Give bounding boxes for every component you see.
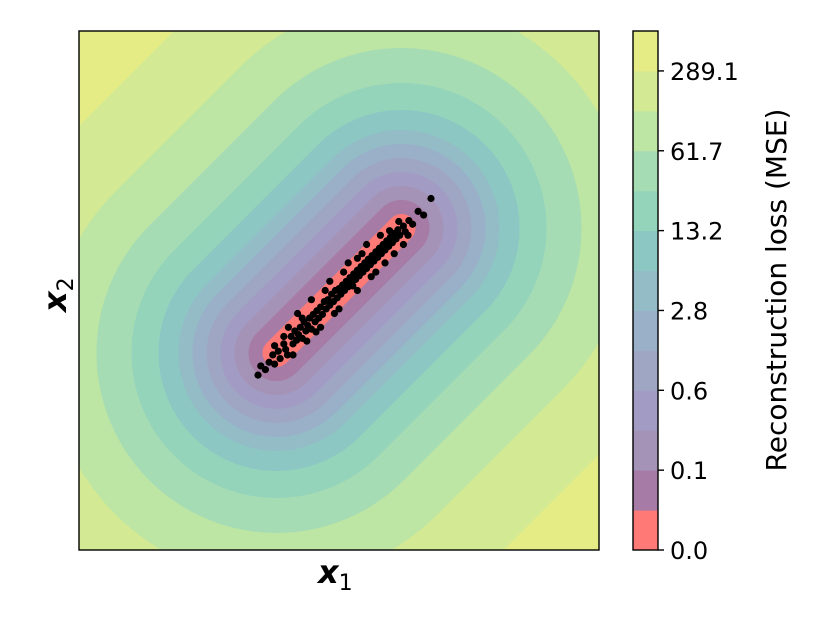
scatter-point <box>372 268 380 276</box>
scatter-point <box>340 268 348 276</box>
scatter-point <box>396 231 404 239</box>
scatter-point <box>376 231 384 239</box>
scatter-point <box>414 207 422 215</box>
scatter-point <box>269 351 277 359</box>
scatter-points <box>254 194 435 379</box>
scatter-point <box>399 240 407 249</box>
colorbar-levels <box>633 31 658 551</box>
colorbar-tick-label: 0.1 <box>670 457 708 485</box>
scatter-point <box>358 250 366 258</box>
scatter-point <box>353 286 361 295</box>
scatter-point <box>349 282 357 290</box>
colorbar-level <box>633 510 658 551</box>
colorbar-ticks: 0.0 0.1 0.6 2.8 13.2 61.7 289.1 <box>658 58 739 565</box>
scatter-point <box>287 332 295 341</box>
scatter-point <box>404 231 412 239</box>
y-axis-label: x2 <box>36 277 79 314</box>
scatter-point <box>390 250 398 258</box>
scatter-point <box>280 332 288 341</box>
colorbar-tick-label: 289.1 <box>670 58 739 86</box>
scatter-point <box>420 211 428 219</box>
scatter-point <box>324 296 332 304</box>
scatter-point <box>386 227 394 235</box>
colorbar-level <box>633 390 658 431</box>
scatter-point <box>399 222 407 230</box>
scatter-point <box>353 254 361 262</box>
scatter-point <box>271 360 279 368</box>
scatter-point <box>274 347 282 355</box>
x-axis-label: x1 <box>316 553 353 596</box>
scatter-point <box>330 309 338 318</box>
scatter-point <box>284 323 292 331</box>
scatter-point <box>265 358 273 366</box>
scatter-point <box>317 303 325 311</box>
colorbar-tick-label: 2.8 <box>670 297 708 325</box>
scatter-point <box>298 314 306 322</box>
colorbar-level <box>633 230 658 272</box>
colorbar-level <box>633 190 658 232</box>
colorbar-level <box>633 70 658 112</box>
plot-area <box>78 30 600 551</box>
scatter-point <box>282 345 290 353</box>
scatter-point <box>276 354 284 363</box>
colorbar-level <box>633 31 658 72</box>
scatter-point <box>344 259 352 267</box>
scatter-point <box>317 323 325 331</box>
colorbar-level <box>633 310 658 351</box>
scatter-point <box>302 327 310 335</box>
scatter-point <box>318 310 327 319</box>
scatter-point <box>296 323 304 331</box>
scatter-point <box>271 342 279 350</box>
colorbar-level <box>633 430 658 471</box>
scatter-point <box>261 366 269 374</box>
colorbar: 0.0 0.1 0.6 2.8 13.2 61.7 289.1 Reconstruction… <box>632 30 793 565</box>
colorbar-tick-label: 13.2 <box>670 218 723 246</box>
colorbar-level <box>633 350 658 391</box>
scatter-point <box>395 217 403 226</box>
colorbar-level <box>633 270 658 311</box>
scatter-point <box>394 226 402 234</box>
colorbar-level <box>633 150 658 192</box>
scatter-point <box>367 273 375 281</box>
scatter-point <box>326 277 334 285</box>
scatter-point <box>335 305 343 313</box>
scatter-point <box>303 337 311 345</box>
colorbar-level <box>633 110 658 152</box>
colorbar-label: Reconstruction loss (MSE) <box>760 109 793 472</box>
colorbar-tick-label: 0.6 <box>670 377 708 405</box>
scatter-point <box>409 220 417 228</box>
scatter-point <box>307 296 315 304</box>
scatter-point <box>321 286 329 295</box>
scatter-point <box>363 240 371 249</box>
colorbar-tick-label: 61.7 <box>670 138 723 166</box>
scatter-point <box>294 309 302 318</box>
scatter-point <box>381 259 389 267</box>
scatter-point <box>289 351 297 359</box>
scatter-point <box>280 340 288 348</box>
colorbar-level <box>633 470 658 511</box>
scatter-point <box>427 194 435 203</box>
scatter-point <box>283 351 292 359</box>
plot-frame <box>78 30 600 551</box>
colorbar-tick-label: 0.0 <box>670 537 708 565</box>
scatter-point <box>312 328 320 336</box>
scatter-point <box>254 371 262 379</box>
scatter-point <box>293 336 301 344</box>
colorbar-frame <box>632 30 659 551</box>
